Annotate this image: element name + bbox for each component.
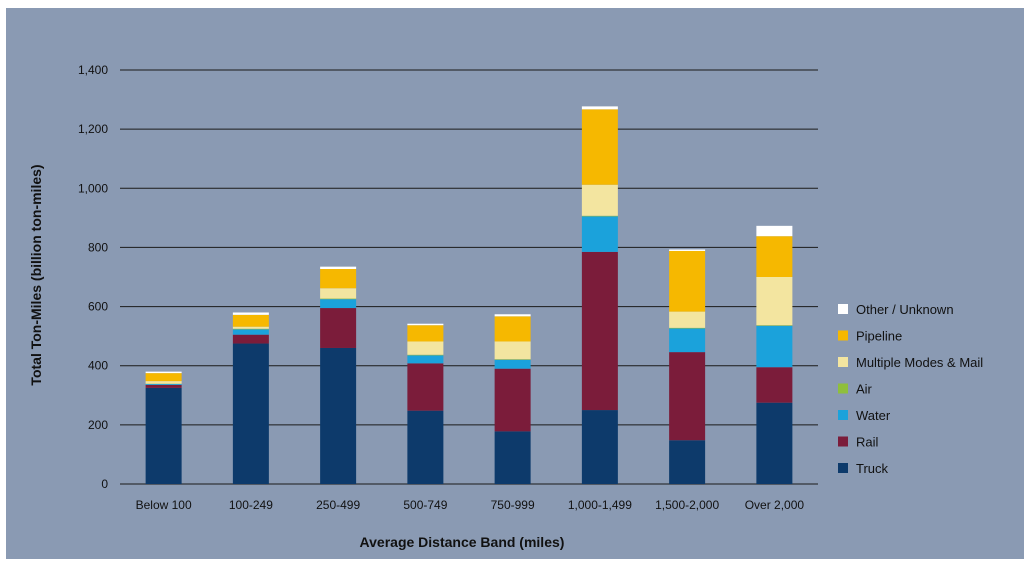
bar-air-100-249 bbox=[232, 328, 269, 330]
bar-multiple-modes-mail-1-500-2-000 bbox=[669, 311, 706, 328]
bar-water-over-2-000 bbox=[756, 325, 793, 368]
bar-rail-750-999 bbox=[494, 368, 531, 432]
x-tick-label: 750-999 bbox=[491, 498, 535, 512]
bar-multiple-modes-mail-100-249 bbox=[232, 326, 269, 329]
bar-water-100-249 bbox=[232, 329, 269, 335]
bar-multiple-modes-mail-1-000-1-499 bbox=[581, 184, 618, 216]
y-tick-label: 0 bbox=[101, 477, 108, 491]
y-axis-ticks: 0 200 400 600 800 1,000 1,200 1,400 bbox=[78, 63, 108, 491]
x-tick-label: 1,000-1,499 bbox=[568, 498, 632, 512]
bar-rail-over-2-000 bbox=[756, 367, 793, 403]
bar-pipeline-1-000-1-499 bbox=[581, 109, 618, 185]
bar-truck-500-749 bbox=[407, 410, 444, 484]
legend-label-multiple-modes-mail: Multiple Modes & Mail bbox=[856, 355, 983, 370]
legend-swatch-water bbox=[838, 410, 848, 420]
bar-multiple-modes-mail-below-100 bbox=[145, 381, 182, 384]
bar-water-750-999 bbox=[494, 359, 531, 369]
bar-truck-100-249 bbox=[232, 343, 269, 484]
bar-pipeline-1-500-2-000 bbox=[669, 250, 706, 312]
legend: Other / Unknown Pipeline Multiple Modes & … bbox=[838, 302, 983, 476]
bar-truck-750-999 bbox=[494, 431, 531, 484]
bar-rail-250-499 bbox=[320, 308, 357, 348]
bar-other-unknown-500-749 bbox=[407, 323, 444, 326]
legend-label-other-unknown: Other / Unknown bbox=[856, 302, 954, 317]
legend-swatch-multiple-modes-mail bbox=[838, 357, 848, 367]
gridlines bbox=[120, 69, 818, 485]
bar-truck-250-499 bbox=[320, 347, 357, 484]
bar-pipeline-below-100 bbox=[145, 373, 182, 382]
bar-pipeline-250-499 bbox=[320, 269, 357, 289]
x-axis-ticks: Below 100 100-249 250-499 500-749 750-999 1,0… bbox=[136, 498, 805, 512]
bar-water-below-100 bbox=[145, 384, 182, 385]
bar-rail-1-500-2-000 bbox=[669, 352, 706, 441]
bar-rail-below-100 bbox=[145, 384, 182, 388]
bar-other-unknown-250-499 bbox=[320, 266, 357, 270]
y-axis-title: Total Ton-Miles (billion ton-miles) bbox=[28, 164, 44, 385]
bar-rail-1-000-1-499 bbox=[581, 251, 618, 411]
x-axis-title: Average Distance Band (miles) bbox=[360, 534, 565, 550]
bar-water-250-499 bbox=[320, 299, 357, 309]
bar-truck-below-100 bbox=[145, 387, 182, 484]
legend-label-pipeline: Pipeline bbox=[856, 329, 902, 344]
bar-pipeline-over-2-000 bbox=[756, 236, 793, 277]
y-tick-label: 1,400 bbox=[78, 63, 108, 77]
bar-truck-1-500-2-000 bbox=[669, 440, 706, 484]
legend-swatch-truck bbox=[838, 463, 848, 473]
bar-air-1-500-2-000 bbox=[669, 327, 706, 329]
bar-air-250-499 bbox=[320, 298, 357, 300]
bar-air-750-999 bbox=[494, 359, 531, 360]
bar-pipeline-500-749 bbox=[407, 325, 444, 342]
x-tick-label: 500-749 bbox=[403, 498, 447, 512]
bar-other-unknown-below-100 bbox=[145, 371, 182, 374]
y-tick-label: 1,000 bbox=[78, 181, 108, 195]
legend-swatch-rail bbox=[838, 436, 848, 447]
stacked-bar-chart: 0 200 400 600 800 1,000 1,200 1,400 Below 100 10… bbox=[28, 63, 983, 550]
bar-other-unknown-1-500-2-000 bbox=[669, 249, 706, 251]
bar-truck-over-2-000 bbox=[756, 402, 793, 484]
bar-multiple-modes-mail-750-999 bbox=[494, 341, 531, 360]
bar-water-1-500-2-000 bbox=[669, 328, 706, 353]
bar-air-over-2-000 bbox=[756, 325, 793, 326]
y-tick-label: 1,200 bbox=[78, 122, 108, 136]
bar-truck-1-000-1-499 bbox=[581, 410, 618, 484]
bar-other-unknown-750-999 bbox=[494, 314, 531, 317]
y-tick-label: 400 bbox=[88, 359, 108, 373]
legend-swatch-air bbox=[838, 383, 848, 394]
bar-water-1-000-1-499 bbox=[581, 216, 618, 252]
bar-pipeline-100-249 bbox=[232, 314, 269, 327]
bar-air-500-749 bbox=[407, 354, 444, 356]
bar-other-unknown-100-249 bbox=[232, 312, 269, 315]
y-tick-label: 800 bbox=[88, 240, 108, 254]
bar-other-unknown-over-2-000 bbox=[756, 225, 793, 237]
legend-swatch-other-unknown bbox=[838, 304, 848, 314]
bar-air-1-000-1-499 bbox=[581, 215, 618, 217]
y-tick-label: 200 bbox=[88, 418, 108, 432]
chart-frame: 0 200 400 600 800 1,000 1,200 1,400 Below 100 10… bbox=[6, 8, 1024, 559]
legend-label-water: Water bbox=[856, 408, 891, 423]
bar-rail-500-749 bbox=[407, 363, 444, 411]
bar-pipeline-750-999 bbox=[494, 316, 531, 342]
x-tick-label: 100-249 bbox=[229, 498, 273, 512]
legend-label-air: Air bbox=[856, 382, 873, 397]
bar-rail-100-249 bbox=[232, 334, 269, 344]
legend-label-truck: Truck bbox=[856, 461, 889, 476]
bars bbox=[145, 106, 793, 484]
x-tick-label: Below 100 bbox=[136, 498, 192, 512]
legend-swatch-pipeline bbox=[838, 330, 848, 341]
bar-multiple-modes-mail-250-499 bbox=[320, 288, 357, 299]
bar-other-unknown-1-000-1-499 bbox=[581, 106, 618, 110]
x-tick-label: 250-499 bbox=[316, 498, 360, 512]
x-tick-label: Over 2,000 bbox=[745, 498, 805, 512]
bar-water-500-749 bbox=[407, 355, 444, 364]
y-tick-label: 600 bbox=[88, 300, 108, 314]
bar-multiple-modes-mail-over-2-000 bbox=[756, 277, 793, 326]
bar-multiple-modes-mail-500-749 bbox=[407, 341, 444, 355]
x-tick-label: 1,500-2,000 bbox=[655, 498, 719, 512]
legend-label-rail: Rail bbox=[856, 435, 879, 450]
